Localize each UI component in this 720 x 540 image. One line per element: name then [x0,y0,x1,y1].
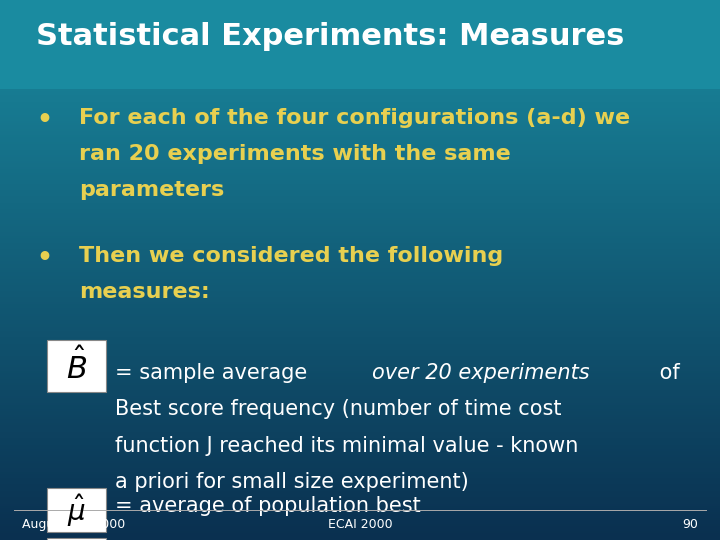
FancyBboxPatch shape [47,488,106,532]
Text: For each of the four configurations (a-d) we: For each of the four configurations (a-d… [79,108,630,128]
Text: over 20 experiments: over 20 experiments [372,363,590,383]
FancyBboxPatch shape [47,538,106,540]
Text: 90: 90 [683,518,698,531]
Text: function J reached its minimal value - known: function J reached its minimal value - k… [115,435,579,456]
Text: Statistical Experiments: Measures: Statistical Experiments: Measures [36,22,624,51]
Text: •: • [36,108,52,132]
Text: ran 20 experiments with the same: ran 20 experiments with the same [79,144,511,164]
Text: of: of [652,363,680,383]
FancyBboxPatch shape [47,340,106,392]
Text: = sample average: = sample average [115,363,314,383]
Text: ECAI 2000: ECAI 2000 [328,518,392,531]
Text: August 24, 2000: August 24, 2000 [22,518,125,531]
Text: $\hat{\mu}$: $\hat{\mu}$ [67,491,86,529]
Text: = average of population best: = average of population best [115,496,421,516]
Text: Best score frequency (number of time cost: Best score frequency (number of time cos… [115,400,562,420]
Text: a priori for small size experiment): a priori for small size experiment) [115,472,469,492]
Text: •: • [36,246,52,270]
Text: Then we considered the following: Then we considered the following [79,246,503,266]
Text: measures:: measures: [79,282,210,302]
FancyBboxPatch shape [0,0,720,89]
Text: parameters: parameters [79,180,225,200]
Text: $\hat{B}$: $\hat{B}$ [66,347,87,384]
